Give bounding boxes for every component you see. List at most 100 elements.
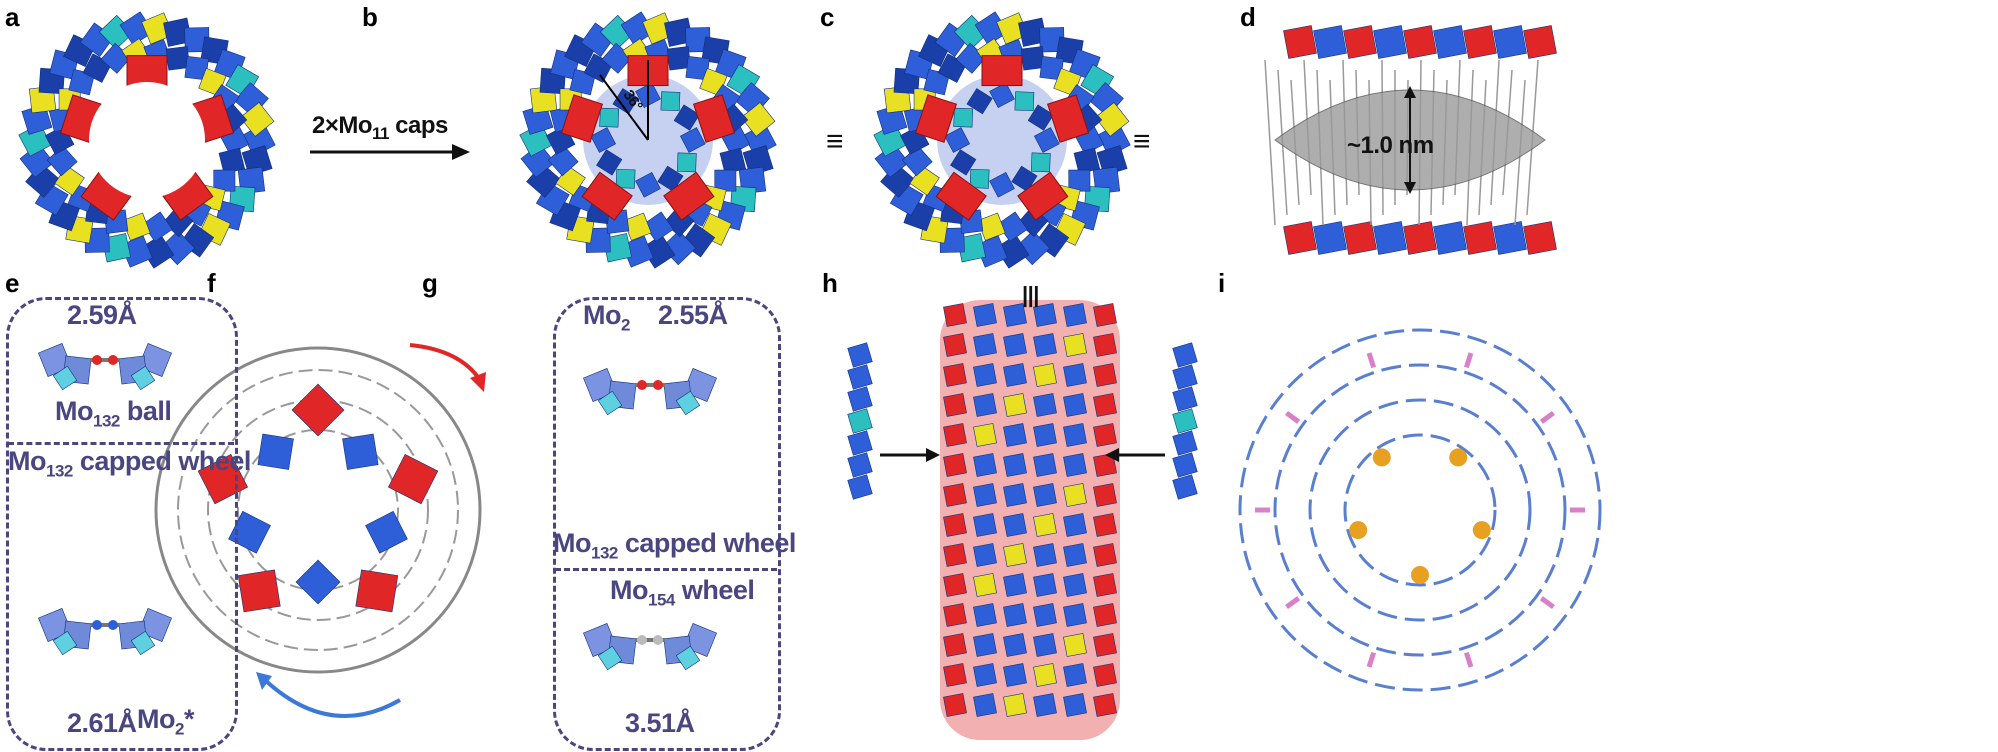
h-polyhedron [1063,603,1087,627]
h-left-strip [847,474,873,500]
i-orange-ligand [1372,448,1391,467]
wheel-a-red-unit [126,55,168,87]
h-polyhedron [943,693,967,717]
h-polyhedron [973,453,997,477]
h-left-arrow-head [926,448,940,462]
f-red-unit [237,569,281,613]
h-polyhedron [1003,663,1027,687]
h-polyhedron [943,483,967,507]
panel-label-a: a [5,2,20,32]
f-inner-framework [177,369,459,651]
h-polyhedron [1063,393,1087,417]
h-polyhedron [1093,423,1117,447]
angle-line [599,74,649,141]
panel-label-g: g [422,268,438,298]
i-pink-ligand [1285,410,1301,424]
wheel-c-inner [950,149,977,176]
i-orange-ligand [1472,521,1491,540]
f-red-curve-arrow [409,343,482,382]
size-arrow-head [1404,86,1416,98]
panel-label-h: h [822,268,838,298]
h-polyhedron [1093,573,1117,597]
h-polyhedron [973,393,997,417]
h-right-strip [1172,386,1198,412]
g-top-fragment-atom [653,380,663,390]
f-red-unit [355,569,399,613]
h-polyhedron [1033,333,1057,357]
h-polyhedron [1063,333,1087,357]
wheel-c-red-unit [981,55,1023,87]
wheel-b-inner [590,127,617,153]
h-polyhedron [1003,573,1027,597]
panel-label-i: i [1218,268,1226,298]
wheel-c-inner [966,88,993,115]
wheel-b-inner [660,91,681,112]
wheel-c-inner [1030,152,1051,173]
h-capped-wheel-side [940,300,1120,740]
f-inner-framework [207,399,429,621]
d-bottom-unit [1373,221,1407,255]
i-framework-ring [1308,398,1532,622]
f-blue-curve-arrow [263,678,401,718]
caps-arrow-head [452,144,470,160]
i-pink-ligand [1285,596,1301,610]
panel-g-box [553,297,781,751]
h-right-strip [1172,342,1198,368]
d-bottom-unit [1463,221,1497,255]
h-polyhedron [1063,663,1087,687]
h-polyhedron [943,633,967,657]
f-blue-unit [365,510,408,554]
h-right-strip [1172,364,1198,390]
wheel-c-inner [1033,127,1060,153]
d-top-unit [1493,25,1527,59]
h-polyhedron [943,663,967,687]
equiv-vertical-symbol: ||| [1022,282,1039,307]
h-polyhedron [943,363,967,387]
g-bottom-fragment-atom [653,635,663,645]
panel-label-c: c [820,2,835,32]
panel-g-divider [555,568,777,571]
h-polyhedron [943,603,967,627]
g-top-tag: Mo2 [583,300,630,335]
d-top-unit [1373,25,1407,59]
h-polyhedron [1033,693,1057,717]
h-left-strip [847,386,873,412]
wheel-b-inner [615,168,636,189]
wheel-b-inner [596,149,623,176]
h-polyhedron [943,453,967,477]
d-top-unit [1313,25,1347,59]
wheel-c-outer [1094,102,1130,137]
wheel-c-inner [989,171,1015,198]
e-top-name: Mo132 ball [55,396,172,431]
h-polyhedron [1003,423,1027,447]
i-pink-ligand [1463,651,1474,668]
wheel-c-cap [937,75,1067,205]
d-top-unit [1343,25,1377,59]
h-right-strip [1172,474,1198,500]
caps-arrow-label: 2×Mo11 caps [312,112,448,143]
h-polyhedron [1033,543,1057,567]
h-polyhedron [973,333,997,357]
e-top-fragment-atom [92,355,102,365]
wheel-c-inner [1027,104,1054,131]
h-polyhedron [1093,483,1117,507]
h-polyhedron [973,603,997,627]
i-framework-ring [1273,363,1567,657]
h-polyhedron [943,543,967,567]
i-framework-ring [1238,328,1602,692]
e-bottom-name: Mo132 capped wheel [8,446,251,481]
g-top-fragment-atom [637,380,647,390]
e-bottom-fragment-atom [108,620,118,630]
h-right-arrow-head [1105,448,1119,462]
h-polyhedron [1093,303,1117,327]
h-polyhedron [1003,633,1027,657]
h-polyhedron [943,513,967,537]
h-left-strip [847,452,873,478]
h-left-strip [847,364,873,390]
e-bottom-fragment [52,630,78,656]
e-top-fragment [130,365,156,391]
d-top-unit [1523,25,1557,59]
h-polyhedron [1033,363,1057,387]
h-right-strip [1172,452,1198,478]
